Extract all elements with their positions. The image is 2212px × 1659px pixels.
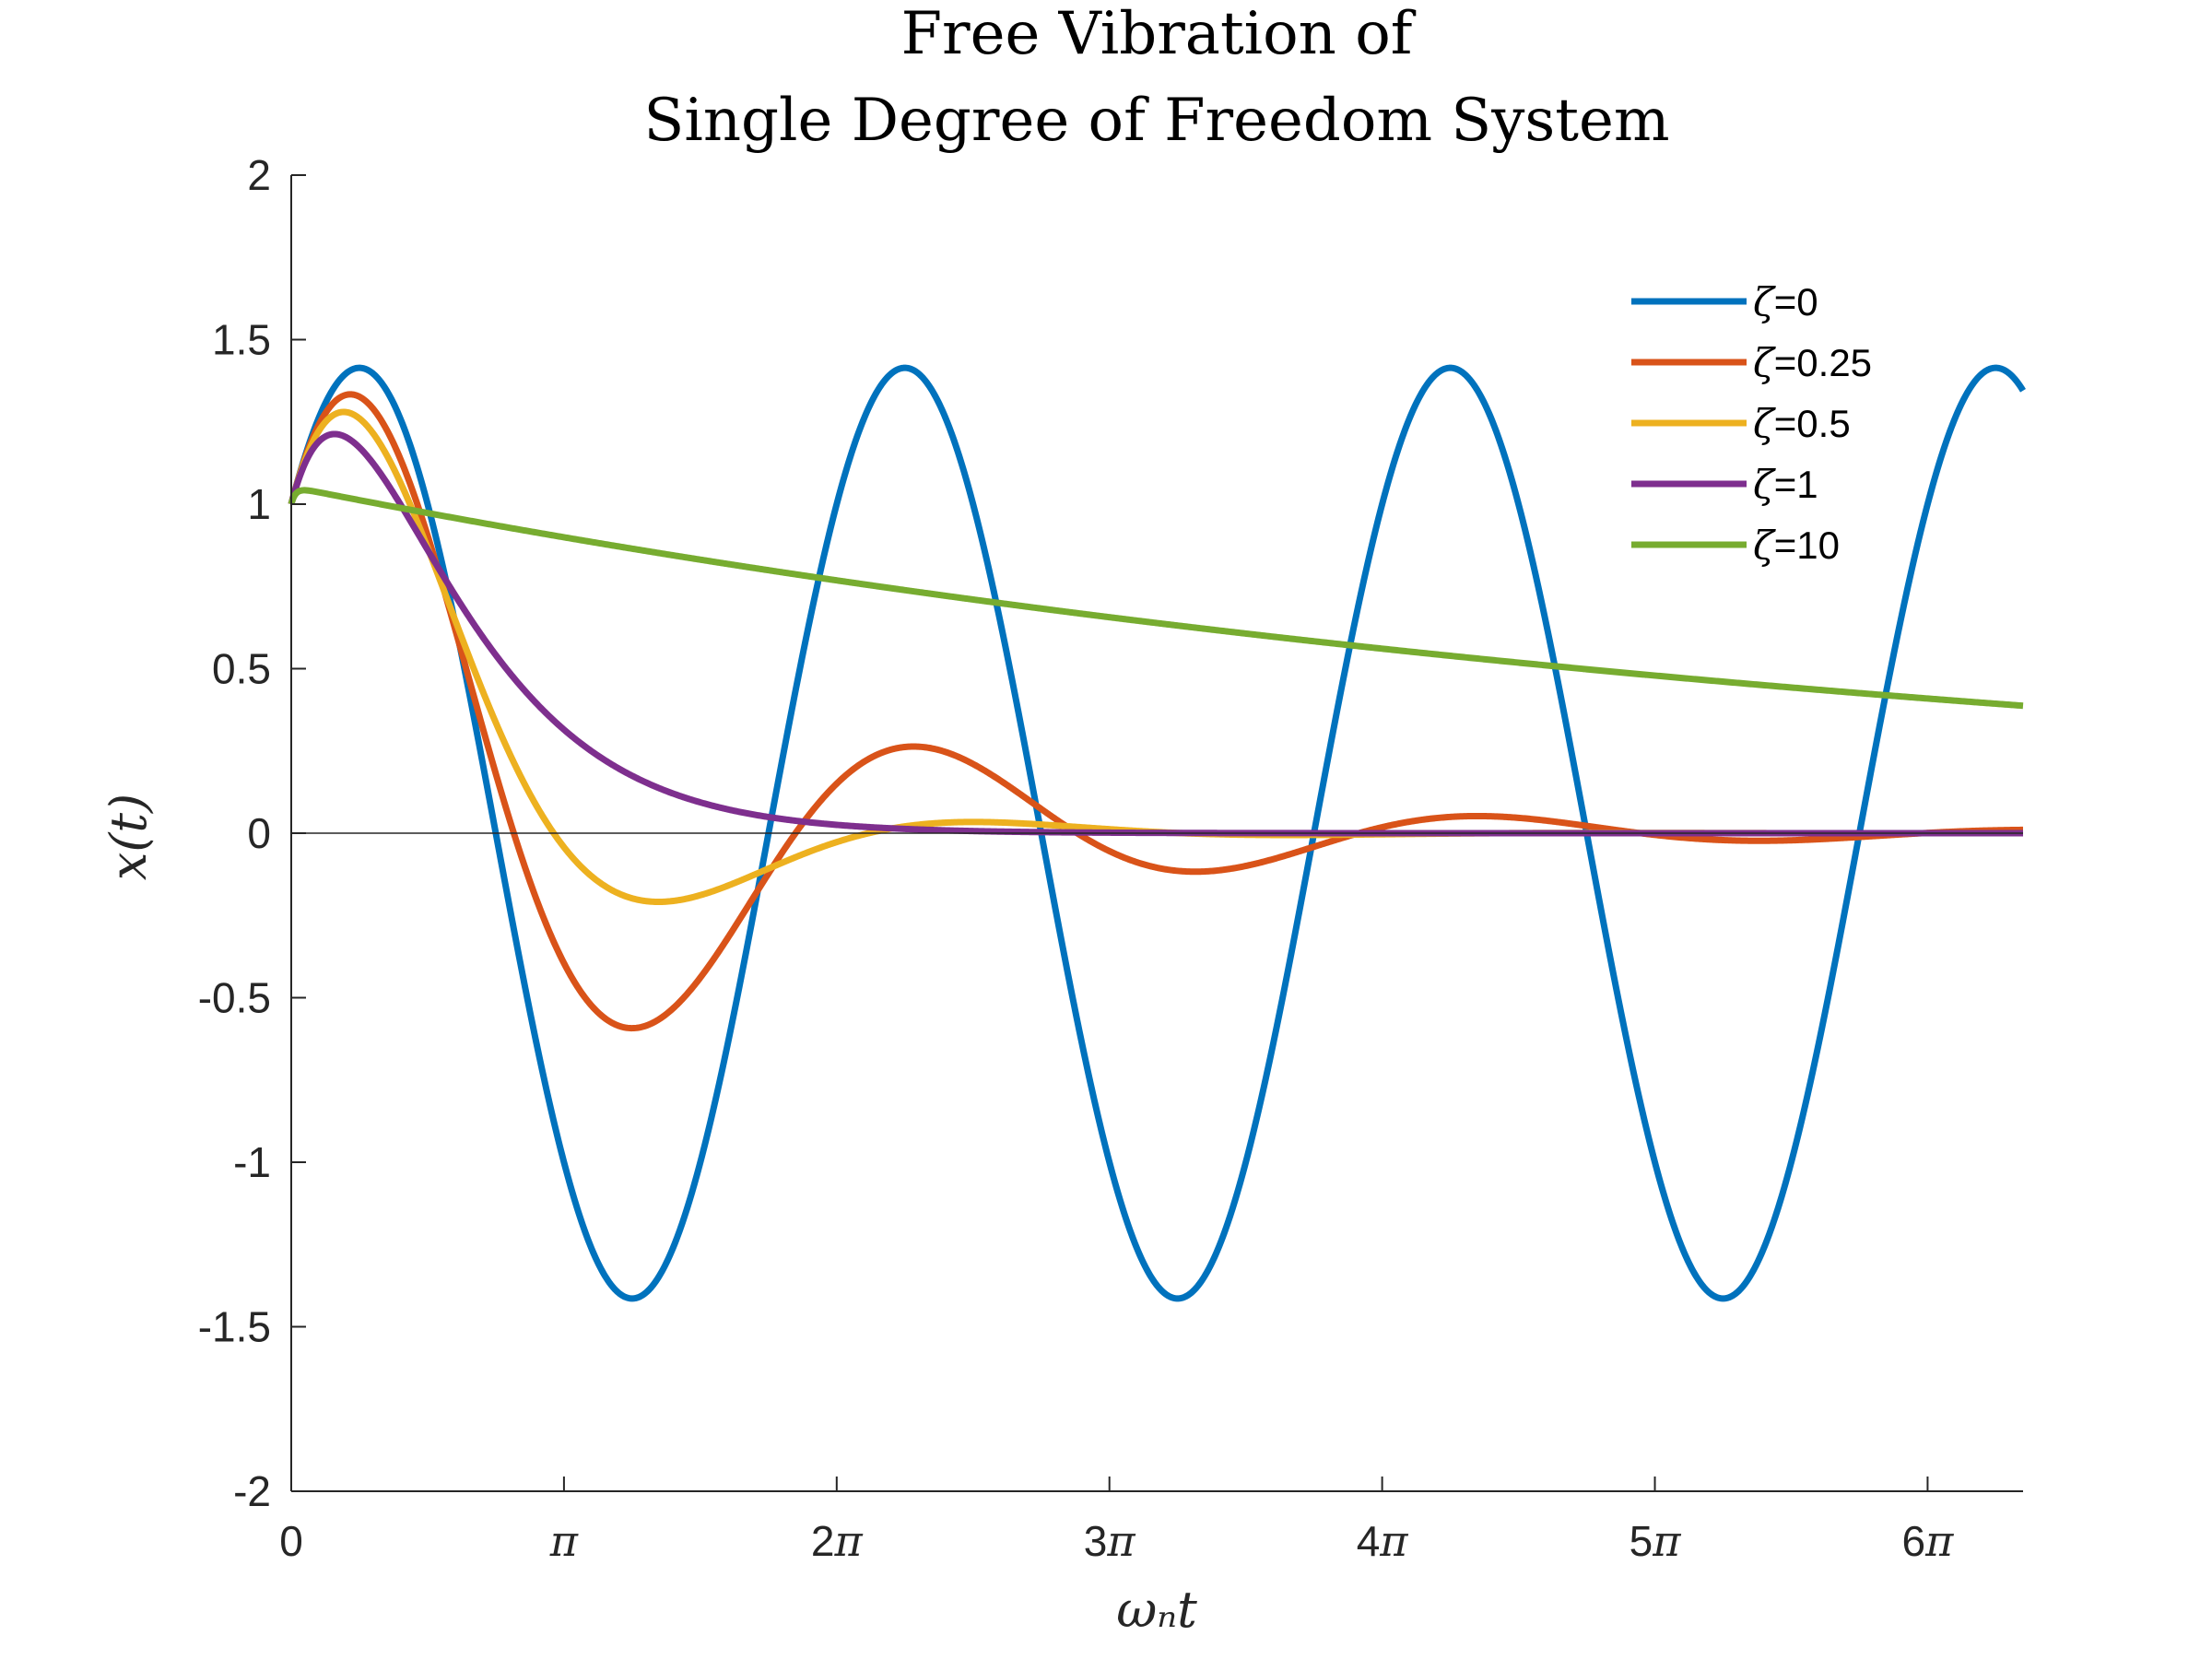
chart-title-line-2: Single Degree of Freedom System (644, 87, 1670, 155)
legend-value: =1 (1774, 463, 1818, 506)
legend-symbol: ζ (1753, 401, 1776, 446)
legend-value: =0 (1774, 280, 1818, 324)
legend-label: ζ=1 (1753, 462, 1818, 507)
legend-value: =0.25 (1774, 341, 1872, 384)
series-line-1 (288, 391, 2026, 1032)
chart-title: Free Vibration of Single Degree of Freed… (644, 0, 1670, 155)
legend-value: =10 (1774, 524, 1840, 567)
legend-symbol: ζ (1753, 462, 1776, 507)
axes (290, 174, 2023, 1492)
y-tick-label: -1 (233, 1138, 271, 1186)
legend-label: ζ=0.25 (1753, 340, 1872, 385)
legend-symbol: ζ (1753, 523, 1776, 568)
x-tick-label: 5π (1630, 1516, 1682, 1566)
y-tick-label: 0.5 (212, 645, 271, 693)
legend-item: ζ=1 (1631, 462, 1818, 507)
legend-value: =0.5 (1774, 402, 1851, 445)
y-tick-label: -1.5 (198, 1303, 271, 1351)
x-tick-label: 2π (811, 1516, 864, 1566)
legend-item: ζ=10 (1631, 523, 1840, 568)
legend-item: ζ=0.5 (1631, 401, 1851, 446)
legend-label: ζ=10 (1753, 523, 1840, 568)
x-tick-label: π (549, 1516, 579, 1566)
legend-symbol: ζ (1753, 340, 1776, 385)
y-tick-label: -0.5 (198, 974, 271, 1022)
legend-symbol: ζ (1753, 279, 1776, 324)
legend-item: ζ=0.25 (1631, 340, 1872, 385)
legend: ζ=0ζ=0.25ζ=0.5ζ=1ζ=10 (1631, 279, 1872, 568)
x-tick-label: 4π (1357, 1516, 1409, 1566)
x-tick-label: 0 (279, 1517, 303, 1565)
y-axis-label: x(t) (100, 794, 158, 880)
chart-title-line-1: Free Vibration of (901, 0, 1417, 68)
y-tick-label: 1.5 (212, 316, 271, 364)
legend-label: ζ=0 (1753, 279, 1818, 324)
x-tick-label: 6π (1902, 1516, 1955, 1566)
y-tick-label: 1 (247, 480, 271, 528)
y-tick-label: 0 (247, 809, 271, 857)
legend-label: ζ=0.5 (1753, 401, 1851, 446)
series-line-4 (288, 487, 2026, 710)
legend-item: ζ=0 (1631, 279, 1818, 324)
y-tick-label: -2 (233, 1467, 271, 1515)
series-line-0 (288, 364, 2026, 1302)
y-tick-label: 2 (247, 151, 271, 199)
tick-labels: -2 -1.5 -1 -0.5 0 0.5 1 1.5 2 0 π 2π 3π 4π 5π 6π (198, 151, 1954, 1566)
x-axis-label: ωₙt (1116, 1581, 1197, 1639)
x-tick-label: 3π (1084, 1516, 1136, 1566)
